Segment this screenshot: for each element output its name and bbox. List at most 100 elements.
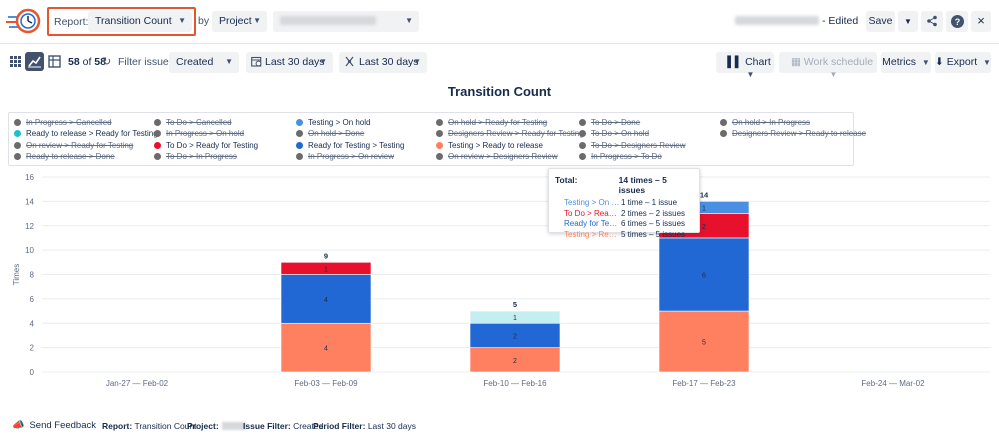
footer: 📣 Send Feedback Report: Transition Count …	[0, 418, 999, 434]
legend-item[interactable]: To Do > Cancelled	[154, 118, 232, 127]
bar-segment-label: 2	[702, 224, 706, 231]
legend-item[interactable]: To Do > Ready for Testing	[154, 141, 258, 150]
group-by-label: by	[198, 15, 210, 27]
redacted-project-name	[221, 422, 246, 430]
transition-period-value: Last 30 days	[359, 56, 419, 68]
legend-dot-icon	[296, 130, 303, 137]
legend-label: To Do > Done	[591, 118, 641, 127]
legend-dot-icon	[154, 130, 161, 137]
work-schedule-button[interactable]: ▦ Work schedule ▼	[779, 52, 877, 79]
legend-item[interactable]: In Progress > On hold	[154, 129, 244, 138]
legend-item[interactable]: Testing > On hold	[296, 118, 370, 127]
chevron-down-icon: ▼	[829, 70, 838, 79]
calendar-icon: ▦	[790, 56, 801, 68]
refresh-icon[interactable]: ↻	[102, 56, 112, 68]
period-select[interactable]: Last 30 days ▼	[246, 52, 333, 73]
x-tick-label: Feb-10 — Feb-16	[483, 379, 547, 388]
metrics-button[interactable]: Metrics ▼	[881, 52, 931, 73]
chevron-down-icon: ▼	[746, 70, 755, 79]
legend-item[interactable]: To Do > In Progress	[154, 152, 237, 161]
bar-segment-label: 1	[324, 266, 328, 273]
legend-dot-icon	[579, 153, 586, 160]
tooltip-total-value: 14 times – 5 issues	[618, 175, 667, 195]
bar-segment-label: 1	[702, 205, 706, 212]
bar-segment-label: 6	[702, 273, 706, 280]
pivot-view-icon[interactable]	[45, 52, 64, 71]
y-tick-label: 10	[25, 246, 34, 255]
y-tick-label: 2	[30, 344, 35, 353]
filter-field-value: Created	[176, 56, 214, 68]
project-value-select[interactable]: ▼	[273, 11, 419, 32]
legend-item[interactable]: In Progress > To Do	[579, 152, 662, 161]
chart-view-icon[interactable]	[25, 52, 44, 71]
tooltip-row: To Do > Ready f...2 times – 2 issues	[555, 209, 693, 220]
legend-item[interactable]: Designers Review > Ready for Testing	[436, 129, 584, 138]
legend-item[interactable]: To Do > On hold	[579, 129, 649, 138]
chart-type-button[interactable]: ▌▌ Chart ▼	[716, 52, 774, 79]
bar-total-label: 14	[700, 190, 709, 199]
bar-segment-label: 2	[513, 333, 517, 340]
legend-item[interactable]: In Progress > On review	[296, 152, 394, 161]
megaphone-icon: 📣	[12, 420, 25, 431]
bar-total-label: 5	[513, 300, 517, 309]
y-tick-label: 4	[30, 319, 35, 328]
tooltip-series-value: 5 times – 5 issues	[621, 229, 686, 239]
legend-label: Testing > Ready to release	[448, 141, 543, 150]
transition-icon	[345, 56, 354, 67]
legend-item[interactable]: To Do > Designers Review	[579, 141, 685, 150]
share-button[interactable]	[921, 11, 943, 32]
bar-segment-label: 2	[513, 358, 517, 365]
legend-item[interactable]: On hold > Ready for Testing	[436, 118, 547, 127]
legend-dot-icon	[14, 153, 21, 160]
legend-label: To Do > Designers Review	[591, 141, 686, 150]
close-button[interactable]: ×	[971, 11, 991, 32]
transition-period-select[interactable]: Last 30 days ▼	[339, 52, 427, 73]
footer-report: Report: Transition Count	[102, 421, 197, 431]
legend-label: Ready for Testing > Testing	[308, 141, 405, 150]
group-by-select[interactable]: Project ▼	[212, 11, 267, 32]
tooltip-series-name: To Do > Ready f...	[564, 208, 621, 218]
legend-item[interactable]: On review > Designers Review	[436, 152, 558, 161]
y-tick-label: 14	[25, 197, 34, 206]
export-button[interactable]: ⬇ Export ▼	[935, 52, 991, 73]
filter-field-select[interactable]: Created ▼	[169, 52, 239, 73]
tooltip-series-name: Ready for Testi...	[564, 219, 621, 228]
x-tick-label: Feb-24 — Mar-02	[861, 379, 925, 388]
send-feedback-label: Send Feedback	[29, 420, 96, 431]
chevron-down-icon: ▼	[413, 57, 421, 66]
legend-item[interactable]: To Do > Done	[579, 118, 640, 127]
issue-count-of: of	[82, 56, 92, 68]
legend-dot-icon	[14, 142, 21, 149]
legend-item[interactable]: Designers Review > Ready to release	[720, 129, 866, 138]
legend-item[interactable]: On hold > In Progress	[720, 118, 810, 127]
tooltip-series-value: 2 times – 2 issues	[621, 208, 686, 218]
issue-count: 58 of 58	[68, 56, 106, 68]
tooltip-rows: Testing > On ho... 1 time – 1 issue To Do …	[555, 198, 693, 240]
legend-item[interactable]: In Progress > Cancelled	[14, 118, 112, 127]
legend-item[interactable]: Ready to release > Ready for Testing	[14, 129, 158, 138]
legend-item[interactable]: Ready for Testing > Testing	[296, 141, 404, 150]
bar-chart-icon: ▌▌	[727, 56, 743, 68]
footer-issue-filter-key: Issue Filter:	[243, 421, 291, 431]
legend-item[interactable]: Testing > Ready to release	[436, 141, 543, 150]
report-type-select[interactable]: Transition Count ▼	[88, 11, 192, 32]
chevron-down-icon: ▼	[319, 57, 327, 66]
legend-item[interactable]: Ready to release > Done	[14, 152, 115, 161]
save-options-button[interactable]: ▼	[898, 11, 918, 32]
filter-issues-label: Filter issues:	[118, 56, 177, 68]
chevron-down-icon: ▼	[405, 16, 413, 25]
send-feedback-link[interactable]: 📣 Send Feedback	[12, 420, 96, 431]
save-button[interactable]: Save	[866, 11, 895, 32]
help-button[interactable]: ?	[946, 11, 968, 32]
issue-count-shown: 58	[68, 56, 80, 68]
legend-item[interactable]: On review > Ready for Testing	[14, 141, 133, 150]
bar-segment-label: 5	[702, 340, 706, 347]
tooltip-series-value: 1 time – 1 issue	[621, 198, 678, 207]
report-type-value: Transition Count	[95, 15, 172, 27]
bar-segment	[280, 262, 372, 275]
edited-status: - Edited	[822, 15, 859, 27]
legend-item[interactable]: On hold > Done	[296, 129, 364, 138]
app-logo-icon	[6, 8, 41, 34]
grid-view-icon[interactable]	[6, 52, 25, 71]
legend-dot-icon	[579, 119, 586, 126]
